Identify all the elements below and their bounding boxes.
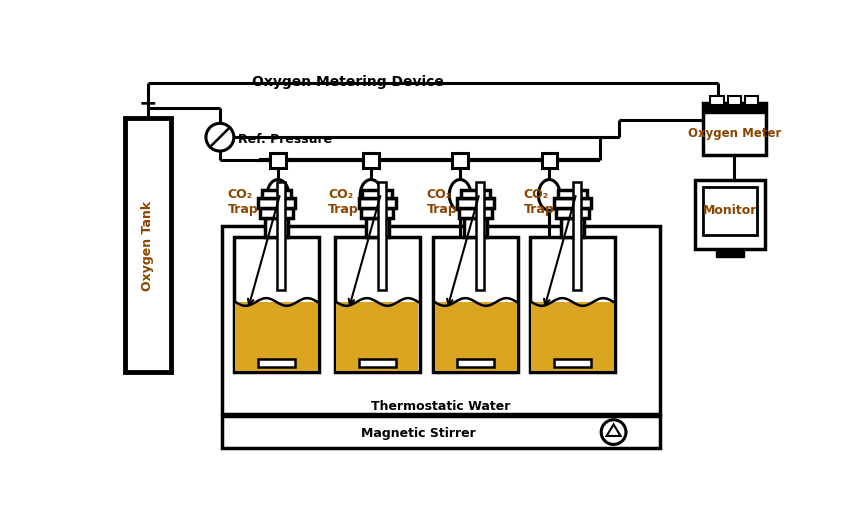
Text: CO₂: CO₂ [228,188,253,201]
Bar [476,183,484,291]
Text: Oxygen Meter: Oxygen Meter [688,127,781,140]
Bar [452,153,468,168]
Bar [362,190,392,199]
Bar [336,302,418,371]
Text: Ref. Pressure: Ref. Pressure [237,133,332,146]
Bar [574,183,581,291]
Bar [335,238,420,372]
Text: CO₂: CO₂ [524,188,549,201]
Bar [703,188,757,236]
Bar [434,302,517,371]
Bar [457,359,494,367]
Bar [554,359,591,367]
Bar [236,302,317,371]
Bar [531,302,613,371]
Bar [530,238,615,372]
Bar [234,238,319,372]
Bar [270,153,286,168]
Circle shape [206,124,234,152]
Text: Thermostatic Water: Thermostatic Water [372,399,511,412]
Bar [261,190,292,199]
Bar [703,103,766,156]
Text: Oxygen Tank: Oxygen Tank [141,201,154,291]
Text: Trap: Trap [427,203,458,215]
Text: +: + [138,94,157,114]
Bar [359,199,396,209]
Bar [361,209,394,219]
Text: Trap: Trap [524,203,555,215]
Bar [558,190,587,199]
Text: CO₂: CO₂ [427,188,452,201]
Bar [710,96,723,106]
Ellipse shape [360,180,382,211]
Bar [277,183,285,291]
Bar [457,199,494,209]
Bar [561,219,584,238]
Bar [222,416,660,448]
Bar [125,119,171,372]
Bar [433,238,519,372]
Bar [359,359,396,367]
Text: Oxygen Metering Device: Oxygen Metering Device [252,75,444,89]
Text: Trap: Trap [329,203,359,215]
Text: Trap: Trap [228,203,258,215]
Bar [258,199,295,209]
Bar [461,190,490,199]
Bar [464,219,488,238]
Polygon shape [606,425,621,436]
Bar [363,153,378,168]
Text: Magnetic Stirrer: Magnetic Stirrer [360,427,476,439]
Bar [258,359,295,367]
Bar [261,209,292,219]
Bar [556,209,589,219]
Bar [542,153,557,168]
Bar [265,219,288,238]
Bar [378,183,386,291]
Bar [745,96,758,106]
Text: CO₂: CO₂ [329,188,353,201]
Text: Monitor: Monitor [703,204,757,217]
Bar [554,199,591,209]
Bar [695,180,765,249]
Ellipse shape [538,180,560,211]
Bar [703,103,766,114]
Bar [366,219,389,238]
Ellipse shape [267,180,289,211]
Bar [728,96,740,106]
Circle shape [601,420,626,444]
Bar [716,249,744,258]
Ellipse shape [449,180,471,211]
Bar [459,209,492,219]
Bar [222,227,660,415]
